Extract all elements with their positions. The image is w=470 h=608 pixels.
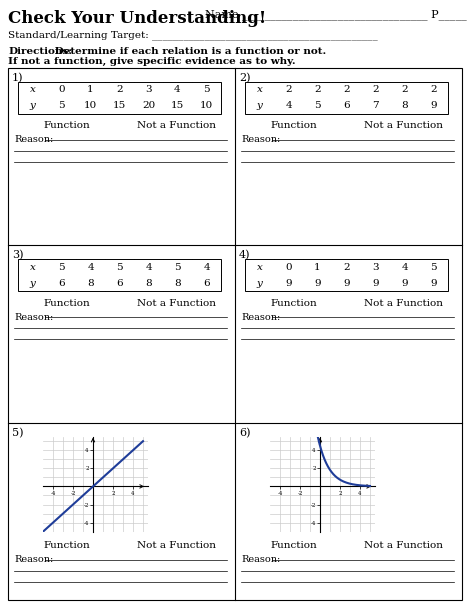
Text: 6: 6 [343, 102, 350, 111]
Text: 8: 8 [145, 279, 152, 288]
Bar [18, 82, 221, 114]
Text: 2: 2 [372, 86, 379, 94]
Text: y: y [30, 279, 35, 288]
Text: 2: 2 [430, 86, 437, 94]
Text: Not a Function: Not a Function [137, 122, 216, 131]
Text: Reason:: Reason: [14, 136, 53, 145]
Text: 8: 8 [401, 102, 408, 111]
Text: Reason:: Reason: [14, 555, 53, 564]
Text: Directions:: Directions: [8, 47, 72, 56]
Bar [18, 260, 221, 291]
Text: 1: 1 [314, 263, 321, 272]
Text: 2: 2 [285, 86, 292, 94]
Text: Reason:: Reason: [241, 136, 280, 145]
Text: 5: 5 [58, 102, 65, 111]
Bar [245, 82, 448, 114]
Text: 15: 15 [113, 102, 126, 111]
Text: 5: 5 [203, 86, 210, 94]
Text: 9: 9 [430, 279, 437, 288]
Text: 8: 8 [87, 279, 94, 288]
Text: 0: 0 [285, 263, 292, 272]
Text: 10: 10 [200, 102, 213, 111]
Text: Function: Function [270, 541, 317, 550]
Text: 9: 9 [285, 279, 292, 288]
Text: 1: 1 [87, 86, 94, 94]
Text: 4: 4 [145, 263, 152, 272]
Text: 9: 9 [372, 279, 379, 288]
Text: 2: 2 [343, 263, 350, 272]
Text: Function: Function [43, 122, 90, 131]
Text: x: x [257, 263, 262, 272]
Text: 10: 10 [84, 102, 97, 111]
Text: Not a Function: Not a Function [137, 541, 216, 550]
Text: 2: 2 [314, 86, 321, 94]
Text: 6: 6 [58, 279, 65, 288]
Text: 2): 2) [239, 73, 251, 83]
Text: Reason:: Reason: [241, 555, 280, 564]
Bar [8, 68, 462, 600]
Text: Function: Function [270, 299, 317, 308]
Text: Reason:: Reason: [241, 313, 280, 322]
Text: Standard/Learning Target: ___________________________________________: Standard/Learning Target: ______________… [8, 30, 378, 40]
Text: Determine if each relation is a function or not.: Determine if each relation is a function… [51, 47, 326, 56]
Text: x: x [30, 86, 35, 94]
Text: y: y [30, 102, 35, 111]
Text: y: y [257, 102, 262, 111]
Text: 7: 7 [372, 102, 379, 111]
Text: 2: 2 [116, 86, 123, 94]
Text: 2: 2 [401, 86, 408, 94]
Text: 9: 9 [430, 102, 437, 111]
Text: 1): 1) [12, 73, 24, 83]
Text: 5: 5 [314, 102, 321, 111]
Text: Not a Function: Not a Function [364, 541, 443, 550]
Text: 3: 3 [145, 86, 152, 94]
Text: 6: 6 [116, 279, 123, 288]
Text: 5): 5) [12, 427, 24, 438]
Text: Not a Function: Not a Function [364, 122, 443, 131]
Text: 4: 4 [203, 263, 210, 272]
Text: 6): 6) [239, 427, 251, 438]
Text: x: x [30, 263, 35, 272]
Text: 15: 15 [171, 102, 184, 111]
Text: 4: 4 [401, 263, 408, 272]
Text: Check Your Understanding!: Check Your Understanding! [8, 10, 266, 27]
Text: 9: 9 [401, 279, 408, 288]
Text: y: y [257, 279, 262, 288]
Text: 5: 5 [430, 263, 437, 272]
Text: 4: 4 [174, 86, 181, 94]
Text: 4): 4) [239, 250, 251, 261]
Text: Function: Function [270, 122, 317, 131]
Text: 20: 20 [142, 102, 155, 111]
Bar [245, 260, 448, 291]
Text: Function: Function [43, 541, 90, 550]
Text: 4: 4 [87, 263, 94, 272]
Text: If not a function, give specific evidence as to why.: If not a function, give specific evidenc… [8, 57, 296, 66]
Text: 6: 6 [203, 279, 210, 288]
Text: x: x [257, 86, 262, 94]
Text: 8: 8 [174, 279, 181, 288]
Text: 9: 9 [314, 279, 321, 288]
Text: Not a Function: Not a Function [364, 299, 443, 308]
Text: Not a Function: Not a Function [137, 299, 216, 308]
Text: Name _________________________________ P_____: Name _________________________________ P… [205, 10, 467, 20]
Text: 5: 5 [116, 263, 123, 272]
Text: Function: Function [43, 299, 90, 308]
Text: 0: 0 [58, 86, 65, 94]
Text: Reason:: Reason: [14, 313, 53, 322]
Text: 4: 4 [285, 102, 292, 111]
Text: 2: 2 [343, 86, 350, 94]
Text: 3: 3 [372, 263, 379, 272]
Text: 9: 9 [343, 279, 350, 288]
Text: 3): 3) [12, 250, 24, 261]
Text: 5: 5 [58, 263, 65, 272]
Text: 5: 5 [174, 263, 181, 272]
